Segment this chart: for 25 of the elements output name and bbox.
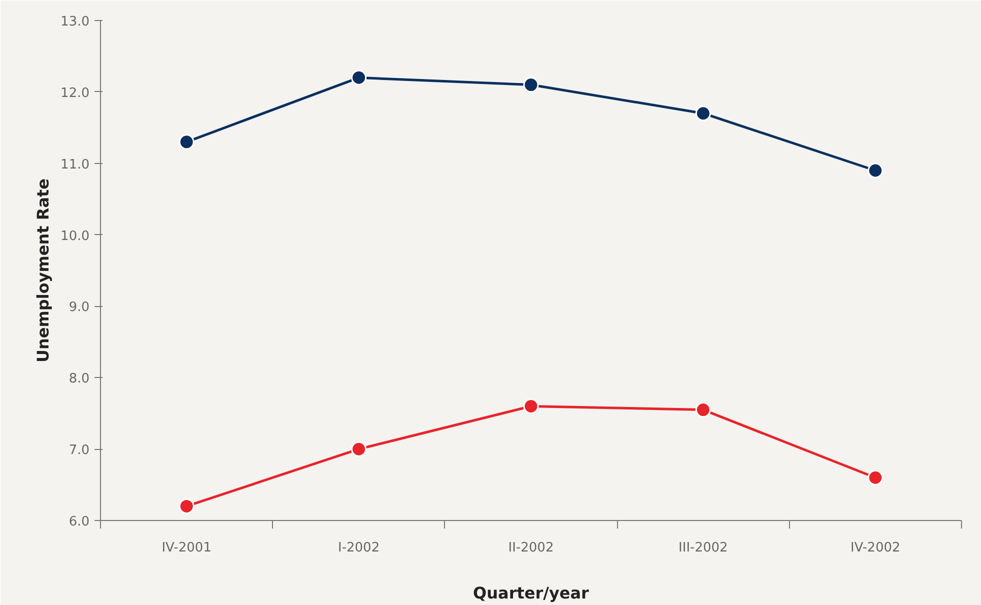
y-axis-title: Unemployment Rate [34, 178, 53, 363]
y-tick-label: 9.0 [68, 300, 90, 316]
point [695, 106, 711, 122]
x-tick-label: II-2002 [508, 540, 554, 556]
point [523, 398, 539, 414]
point [351, 441, 367, 457]
y-tick-label: 10.0 [60, 228, 90, 244]
x-tick-label: IV-2001 [162, 540, 212, 556]
point [695, 402, 711, 418]
point [178, 498, 194, 514]
y-tick-label: 13.0 [60, 14, 90, 30]
x-axis-title: Quarter/year [473, 584, 590, 602]
point [868, 162, 884, 178]
y-tick-label: 12.0 [60, 86, 90, 101]
y-tick-label: 7.0 [68, 443, 90, 458]
x-tick-label: III-2002 [678, 540, 728, 556]
x-tick-label: I-2002 [338, 540, 380, 556]
y-tick-label: 6.0 [68, 514, 90, 530]
point [868, 470, 884, 486]
point [523, 77, 539, 93]
y-tick-label: 8.0 [68, 372, 90, 387]
point [351, 70, 367, 86]
y-tick-label: 11.0 [60, 157, 90, 172]
x-tick-label: IV-2002 [850, 540, 900, 556]
point [178, 134, 194, 150]
